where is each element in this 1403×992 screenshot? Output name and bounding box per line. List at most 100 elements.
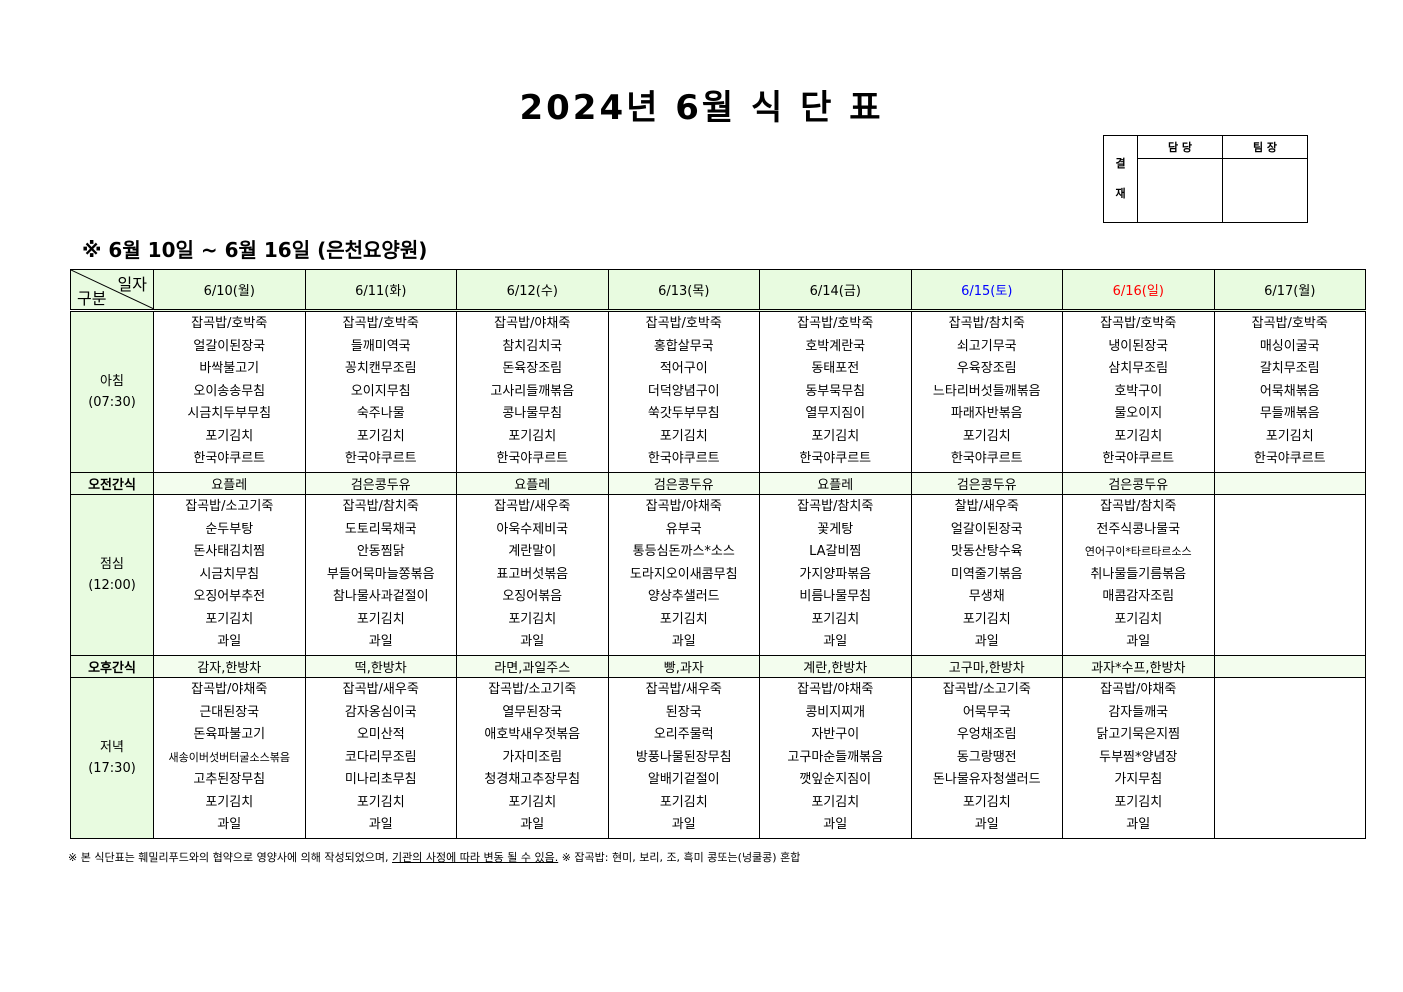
menu-item: 찰밥/새우죽 bbox=[954, 498, 1019, 514]
dinner-cell: 잡곡밥/소고기죽 열무된장국 애호박새우젓볶음 가자미조림 청경채고추장무침 포기김치 과일 bbox=[456, 677, 609, 839]
menu-item: 포기김치 bbox=[356, 794, 405, 810]
lunch-cell: 잡곡밥/참치죽 꽃게탕 LA갈비찜 가지양파볶음 비름나물무침 포기김치 과일 bbox=[759, 494, 912, 656]
menu-item: 잡곡밥/참치죽 bbox=[1100, 498, 1177, 514]
menu-item: 우육장조림 bbox=[956, 361, 1017, 377]
approval-label-1: 결 bbox=[1115, 157, 1126, 170]
menu-item: 돈육장조림 bbox=[502, 361, 563, 377]
menu-item: 과일 bbox=[217, 817, 242, 833]
menu-item: 한국야쿠르트 bbox=[799, 451, 872, 467]
lunch-time: (12:00) bbox=[88, 578, 136, 593]
menu-item: 새송이버섯버터굴소스볶음 bbox=[168, 750, 290, 764]
menu-item: 얼갈이된장국 bbox=[193, 338, 266, 354]
menu-item: 한국야쿠르트 bbox=[193, 451, 266, 467]
menu-item: 표고버섯볶음 bbox=[496, 566, 569, 582]
menu-item: 감자옹심이국 bbox=[344, 704, 417, 720]
menu-item: 잡곡밥/야채죽 bbox=[1100, 681, 1177, 697]
menu-item: 한국야쿠르트 bbox=[950, 451, 1023, 467]
menu-item: 포기김치 bbox=[962, 428, 1011, 444]
pm-snack-cell: 과자*수프,한방차 bbox=[1062, 655, 1215, 678]
pm-snack-row: 오후간식 감자,한방차 떡,한방차 라면,과일주스 빵,과자 계란,한방차 고구마,한방차 과… bbox=[70, 655, 1366, 678]
breakfast-row: 아침 (07:30) 잡곡밥/호박죽 얼갈이된장국 바싹불고기 오이송송무침 시금치두부무침… bbox=[70, 310, 1366, 473]
pm-snack-cell: 고구마,한방차 bbox=[910, 655, 1063, 678]
menu-item: 잡곡밥/야채죽 bbox=[797, 681, 874, 697]
menu-item: 잡곡밥/호박죽 bbox=[191, 315, 268, 331]
breakfast-cell: 잡곡밥/호박죽 매싱이굴국 갈치무조림 어묵채볶음 무들깨볶음 포기김치 한국야쿠르트 bbox=[1213, 310, 1366, 473]
menu-item: 참치김치국 bbox=[502, 338, 563, 354]
menu-item: 포기김치 bbox=[811, 611, 860, 627]
breakfast-cell: 잡곡밥/호박죽 홍합살무국 적어구이 더덕양념구이 쑥갓두부무침 포기김치 한국야쿠르트 bbox=[607, 310, 760, 473]
menu-item: 한국야쿠르트 bbox=[1102, 451, 1175, 467]
breakfast-cell: 잡곡밥/호박죽 얼갈이된장국 바싹불고기 오이송송무침 시금치두부무침 포기김치 한국야쿠르… bbox=[153, 310, 306, 473]
lunch-cell: 잡곡밥/새우죽 아욱수제비국 계란말이 표고버섯볶음 오징어볶음 포기김치 과일 bbox=[456, 494, 609, 656]
menu-item: 된장국 bbox=[665, 704, 702, 720]
am-snack-cell: 검은콩두유 bbox=[910, 472, 1063, 495]
pm-snack-cell bbox=[1213, 655, 1366, 678]
menu-item: 우엉채조림 bbox=[956, 727, 1017, 743]
menu-item: 가지양파볶음 bbox=[799, 566, 872, 582]
menu-item: 잡곡밥/새우죽 bbox=[494, 498, 571, 514]
day-header: 6/12(수) bbox=[456, 269, 609, 312]
menu-item: 부들어묵마늘쫑볶음 bbox=[326, 566, 435, 582]
lunch-cell: 잡곡밥/참치죽 도토리묵채국 안동찜닭 부들어묵마늘쫑볶음 참나물사과겉절이 포기김치 과일 bbox=[304, 494, 457, 656]
menu-item: 청경채고추장무침 bbox=[484, 772, 581, 788]
menu-item: 오징어볶음 bbox=[502, 589, 563, 605]
menu-item: 잡곡밥/호박죽 bbox=[1251, 315, 1328, 331]
breakfast-cell: 잡곡밥/호박죽 냉이된장국 삼치무조림 호박구이 물오이지 포기김치 한국야쿠르트 bbox=[1062, 310, 1215, 473]
menu-item: 콩나물무침 bbox=[502, 406, 563, 422]
menu-item: 순두부탕 bbox=[205, 521, 254, 537]
menu-item: 미나리초무침 bbox=[344, 772, 417, 788]
menu-item: 취나물들기름볶음 bbox=[1090, 566, 1187, 582]
menu-item: 과일 bbox=[671, 817, 696, 833]
menu-item: 오이송송무침 bbox=[193, 383, 266, 399]
day-header: 6/10(월) bbox=[153, 269, 306, 312]
menu-item: 열무지짐이 bbox=[805, 406, 866, 422]
approval-col-leader: 팀 장 bbox=[1222, 134, 1308, 160]
pm-snack-cell: 라면,과일주스 bbox=[456, 655, 609, 678]
menu-item: 과일 bbox=[368, 817, 393, 833]
menu-item: 잡곡밥/참치죽 bbox=[342, 498, 419, 514]
menu-item: 과일 bbox=[1126, 634, 1151, 650]
am-snack-cell: 요플레 bbox=[153, 472, 306, 495]
menu-item: 포기김치 bbox=[659, 428, 708, 444]
menu-item: 한국야쿠르트 bbox=[1253, 451, 1326, 467]
dinner-cell: 잡곡밥/새우죽 감자옹심이국 오미산적 코다리무조림 미나리초무침 포기김치 과일 bbox=[304, 677, 457, 839]
breakfast-cell: 잡곡밥/야채죽 참치김치국 돈육장조림 고사리들깨볶음 콩나물무침 포기김치 한국야쿠르트 bbox=[456, 310, 609, 473]
menu-item: 과일 bbox=[974, 634, 999, 650]
menu-item: 가지무침 bbox=[1114, 772, 1163, 788]
menu-item: 근대된장국 bbox=[199, 704, 260, 720]
menu-item: 포기김치 bbox=[356, 611, 405, 627]
menu-item: 오리주물럭 bbox=[653, 727, 714, 743]
menu-item: 홍합살무국 bbox=[653, 338, 714, 354]
pm-snack-cell: 감자,한방차 bbox=[153, 655, 306, 678]
menu-item: LA갈비찜 bbox=[809, 544, 862, 560]
lunch-cell: 잡곡밥/소고기죽 순두부탕 돈사태김치찜 시금치무침 오징어부추전 포기김치 과일 bbox=[153, 494, 306, 656]
menu-item: 포기김치 bbox=[1114, 428, 1163, 444]
menu-item: 꽃게탕 bbox=[817, 521, 854, 537]
menu-item: 어묵무국 bbox=[962, 704, 1011, 720]
menu-item: 과일 bbox=[368, 634, 393, 650]
menu-item: 고추된장무침 bbox=[193, 772, 266, 788]
lunch-name: 점심 bbox=[100, 557, 124, 572]
menu-item: 잡곡밥/호박죽 bbox=[797, 315, 874, 331]
dinner-cell: 잡곡밥/야채죽 콩비지찌개 자반구이 고구마순들깨볶음 깻잎순지짐이 포기김치 과일 bbox=[759, 677, 912, 839]
am-snack-cell: 검은콩두유 bbox=[1062, 472, 1215, 495]
menu-item: 시금치두부무침 bbox=[187, 406, 272, 422]
menu-item: 자반구이 bbox=[811, 727, 860, 743]
menu-item: 잡곡밥/새우죽 bbox=[342, 681, 419, 697]
menu-item: 포기김치 bbox=[1265, 428, 1314, 444]
menu-item: 느타리버섯들깨볶음 bbox=[932, 383, 1041, 399]
menu-item: 두부찜*양념장 bbox=[1099, 749, 1178, 765]
lunch-cell: 잡곡밥/참치죽 전주식콩나물국 연어구이*타르타르소스 취나물들기름볶음 매콤감자조림 포… bbox=[1062, 494, 1215, 656]
menu-item: 한국야쿠르트 bbox=[344, 451, 417, 467]
menu-item: 도토리묵채국 bbox=[344, 521, 417, 537]
dinner-cell: 잡곡밥/소고기죽 어묵무국 우엉채조림 동그랑땡전 돈나물유자청샐러드 포기김치 과일 bbox=[910, 677, 1063, 839]
menu-item: 포기김치 bbox=[508, 428, 557, 444]
am-snack-cell: 요플레 bbox=[759, 472, 912, 495]
menu-item: 과일 bbox=[671, 634, 696, 650]
menu-item: 과일 bbox=[974, 817, 999, 833]
menu-item: 잡곡밥/소고기죽 bbox=[185, 498, 274, 514]
menu-item: 잡곡밥/새우죽 bbox=[645, 681, 722, 697]
menu-item: 오미산적 bbox=[356, 727, 405, 743]
